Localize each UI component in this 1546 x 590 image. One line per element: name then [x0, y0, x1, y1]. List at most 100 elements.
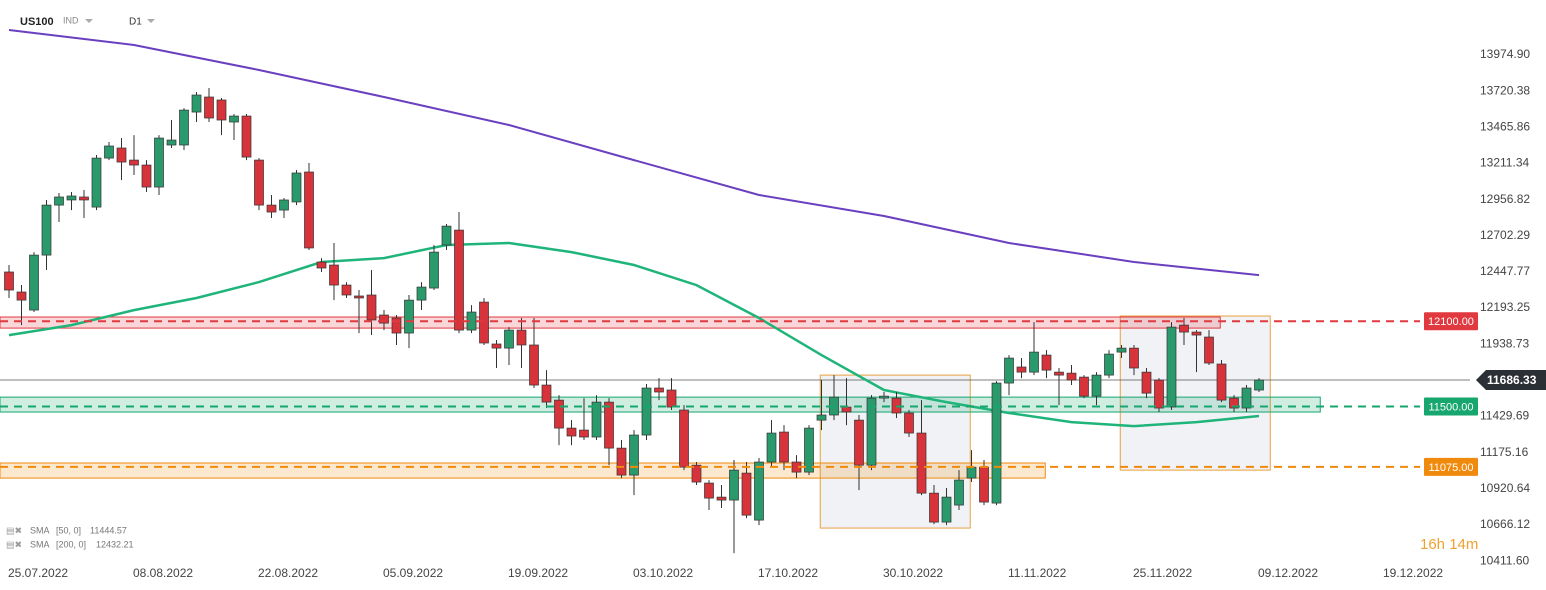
candle-body: [954, 479, 964, 506]
candle-body: [1191, 331, 1202, 336]
y-tick-label: 10920.64: [1480, 481, 1530, 495]
candle-body: [1066, 372, 1077, 381]
last-price-label: 11686.33: [1487, 373, 1537, 387]
candle-body: [654, 387, 664, 393]
candle-body: [1154, 379, 1164, 409]
legend-icon: ▤✖: [6, 539, 22, 549]
candle-body: [641, 387, 652, 436]
candle-body: [79, 196, 89, 201]
x-tick-label: 03.10.2022: [633, 566, 693, 580]
candle-body: [1254, 379, 1264, 391]
candle-body: [441, 225, 452, 246]
candle-body: [754, 461, 764, 521]
candle-body: [404, 299, 414, 334]
candle-body: [141, 164, 152, 188]
candle-body: [216, 99, 227, 121]
candle-body: [229, 115, 239, 123]
candle-body: [429, 251, 439, 289]
candle-body: [1004, 357, 1014, 384]
candle-body: [541, 384, 552, 403]
candle-body: [1129, 347, 1139, 369]
y-tick-label: 12447.77: [1480, 264, 1530, 278]
candle-body: [91, 157, 102, 208]
y-tick-label: 13974.90: [1480, 47, 1530, 61]
candle-body: [554, 399, 564, 429]
x-tick-label: 30.10.2022: [883, 566, 943, 580]
x-tick-label: 05.09.2022: [383, 566, 443, 580]
candle-body: [1029, 351, 1039, 373]
candle-body: [179, 109, 189, 146]
candle-body: [254, 159, 264, 206]
candle-body: [129, 159, 139, 166]
legend-value: 12432.21: [96, 539, 134, 549]
level-zone: [0, 316, 1221, 329]
candle-body: [491, 343, 502, 349]
candle-body: [104, 145, 114, 159]
y-tick-label: 13211.34: [1480, 156, 1529, 170]
y-tick-label: 11429.69: [1480, 409, 1529, 423]
level-zone: [0, 462, 1046, 479]
x-tick-label: 19.12.2022: [1383, 566, 1443, 580]
candle-body: [1204, 336, 1214, 364]
candle-body: [1241, 387, 1252, 409]
level-label: 11075.00: [1428, 462, 1473, 474]
candle-body: [629, 434, 639, 476]
candle-body: [1141, 371, 1152, 394]
candle-body: [291, 172, 302, 203]
candle-body: [154, 137, 164, 188]
candle-body: [54, 196, 64, 206]
candle-body: [304, 171, 314, 249]
candle-body: [166, 139, 177, 146]
level-zone: [0, 396, 1321, 413]
x-tick-label: 09.12.2022: [1258, 566, 1318, 580]
timeframe[interactable]: D1: [129, 17, 142, 28]
timer: 16h 14m: [1420, 536, 1478, 553]
candle-body: [779, 431, 789, 463]
candle-body: [866, 397, 877, 466]
x-tick-label: 19.09.2022: [508, 566, 568, 580]
candle-body: [29, 254, 39, 311]
candle-body: [766, 432, 777, 463]
candle-body: [316, 261, 327, 269]
candle-body: [816, 414, 827, 421]
candle-body: [804, 427, 814, 473]
x-tick-label: 25.07.2022: [8, 566, 68, 580]
symbol: US100: [20, 16, 54, 28]
candle-body: [479, 301, 489, 344]
candle-body: [591, 401, 602, 438]
candle-body: [691, 464, 702, 483]
candle-body: [854, 419, 864, 466]
level-label: 11500.00: [1428, 401, 1473, 413]
dropdown-icon[interactable]: [85, 19, 93, 23]
candle-body: [516, 329, 527, 346]
dropdown-icon[interactable]: [147, 19, 155, 23]
candle-body: [741, 472, 752, 516]
x-tick-label: 11.11.2022: [1008, 566, 1067, 580]
candle-body: [1216, 363, 1227, 401]
legend-value: 11444.57: [90, 525, 127, 535]
candle-body: [1179, 324, 1189, 333]
sma-line: [8, 29, 1260, 277]
candle-body: [504, 329, 514, 349]
y-tick-label: 11938.73: [1480, 336, 1529, 350]
candle-body: [616, 447, 627, 476]
x-tick-label: 25.11.2022: [1133, 566, 1192, 580]
candle-body: [391, 317, 402, 334]
level-label: 12100.00: [1428, 316, 1474, 328]
candle-body: [991, 382, 1002, 504]
candle-body: [1079, 376, 1089, 397]
candle-body: [1166, 326, 1177, 408]
candle-body: [366, 294, 377, 321]
candle-body: [16, 291, 27, 301]
candle-body: [354, 295, 364, 299]
level-badge: [1424, 397, 1478, 416]
candle-body: [879, 395, 889, 399]
candle-body: [1229, 397, 1239, 409]
candle-body: [604, 401, 614, 449]
candle-body: [904, 412, 914, 434]
legend-icon: ▤✖: [6, 525, 22, 535]
candle-body: [1104, 353, 1114, 376]
candle-body: [916, 432, 927, 494]
candle-body: [204, 96, 214, 119]
candle-body: [241, 115, 252, 158]
